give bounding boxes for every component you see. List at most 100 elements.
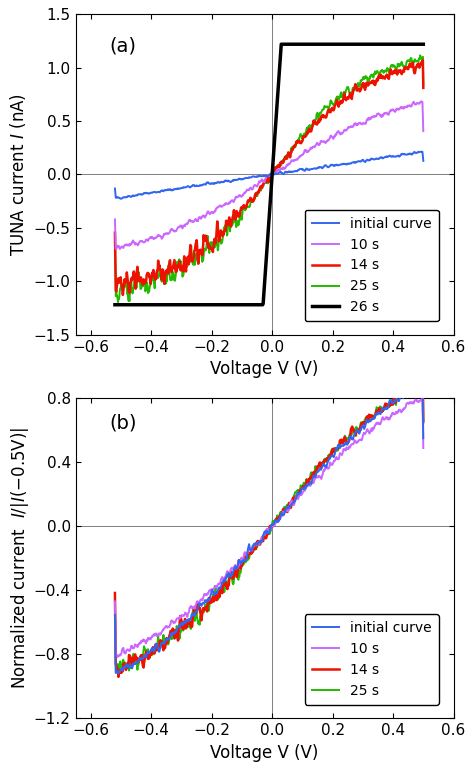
Text: (b): (b) [109, 414, 137, 433]
14 s [391, 67, 396, 76]
initial curve [113, 668, 118, 678]
10 s [188, 217, 194, 226]
initial curve [188, 614, 194, 623]
10 s [353, 119, 358, 128]
14 s [112, 228, 118, 237]
Line: 25 s: 25 s [115, 385, 423, 672]
initial curve [420, 434, 426, 443]
14 s [420, 83, 426, 92]
25 s [188, 245, 194, 254]
26 s [112, 300, 118, 310]
Y-axis label: TUNA current $I$ (nA): TUNA current $I$ (nA) [9, 93, 28, 256]
14 s [391, 400, 396, 409]
26 s [210, 300, 215, 310]
14 s [120, 290, 126, 300]
14 s [112, 588, 118, 598]
initial curve [188, 182, 194, 192]
26 s [278, 39, 284, 49]
25 s [113, 668, 118, 677]
25 s [315, 464, 321, 473]
25 s [210, 238, 216, 247]
10 s [391, 409, 396, 418]
25 s [112, 596, 118, 605]
10 s [188, 601, 194, 611]
X-axis label: Voltage V (V): Voltage V (V) [210, 744, 319, 762]
14 s [210, 247, 216, 256]
Line: initial curve: initial curve [115, 381, 423, 673]
14 s [188, 247, 194, 256]
25 s [200, 608, 205, 617]
25 s [353, 424, 358, 434]
25 s [353, 82, 358, 92]
10 s [210, 584, 216, 594]
25 s [115, 297, 121, 306]
initial curve [419, 147, 425, 156]
Legend: initial curve, 10 s, 14 s, 25 s, 26 s: initial curve, 10 s, 14 s, 25 s, 26 s [305, 209, 439, 321]
26 s [315, 39, 321, 49]
25 s [418, 51, 423, 60]
25 s [210, 591, 216, 600]
Line: 10 s: 10 s [115, 397, 423, 657]
10 s [315, 139, 321, 149]
25 s [200, 257, 205, 266]
initial curve [315, 467, 321, 476]
14 s [420, 417, 426, 426]
14 s [315, 119, 321, 128]
Line: 10 s: 10 s [115, 101, 423, 249]
initial curve [315, 163, 321, 172]
initial curve [118, 194, 124, 203]
25 s [416, 380, 422, 390]
Line: 14 s: 14 s [115, 60, 423, 295]
Y-axis label: Normalized current  $I/|I(-0.5\mathrm{V})|$: Normalized current $I/|I(-0.5\mathrm{V})… [9, 427, 31, 689]
Line: 14 s: 14 s [115, 383, 423, 677]
14 s [200, 250, 205, 259]
initial curve [112, 184, 118, 193]
25 s [420, 81, 426, 90]
26 s [353, 39, 358, 49]
14 s [315, 463, 321, 472]
14 s [210, 592, 216, 601]
10 s [113, 244, 119, 253]
initial curve [112, 611, 118, 620]
26 s [391, 39, 396, 49]
10 s [200, 596, 205, 605]
14 s [419, 379, 424, 388]
10 s [112, 215, 118, 224]
26 s [199, 300, 205, 310]
Text: (a): (a) [109, 37, 137, 55]
initial curve [391, 398, 396, 407]
14 s [188, 622, 194, 631]
10 s [210, 209, 216, 218]
X-axis label: Voltage V (V): Voltage V (V) [210, 360, 319, 378]
initial curve [210, 587, 216, 596]
Line: initial curve: initial curve [115, 152, 423, 199]
25 s [315, 111, 321, 120]
25 s [188, 624, 194, 634]
10 s [353, 437, 358, 447]
14 s [353, 427, 358, 437]
10 s [420, 126, 426, 136]
10 s [200, 212, 205, 221]
initial curve [419, 377, 425, 386]
14 s [200, 608, 205, 618]
25 s [112, 231, 118, 240]
14 s [353, 79, 358, 89]
Line: 25 s: 25 s [115, 55, 423, 302]
initial curve [353, 428, 358, 437]
initial curve [420, 156, 426, 166]
10 s [315, 472, 321, 481]
10 s [112, 597, 118, 606]
10 s [115, 652, 120, 661]
25 s [391, 60, 396, 69]
initial curve [391, 152, 396, 161]
25 s [391, 394, 396, 403]
14 s [116, 672, 121, 681]
10 s [419, 393, 425, 402]
10 s [391, 105, 396, 114]
10 s [418, 96, 424, 105]
initial curve [200, 599, 205, 608]
initial curve [210, 179, 216, 188]
initial curve [353, 158, 358, 167]
26 s [420, 39, 426, 49]
25 s [420, 418, 426, 427]
